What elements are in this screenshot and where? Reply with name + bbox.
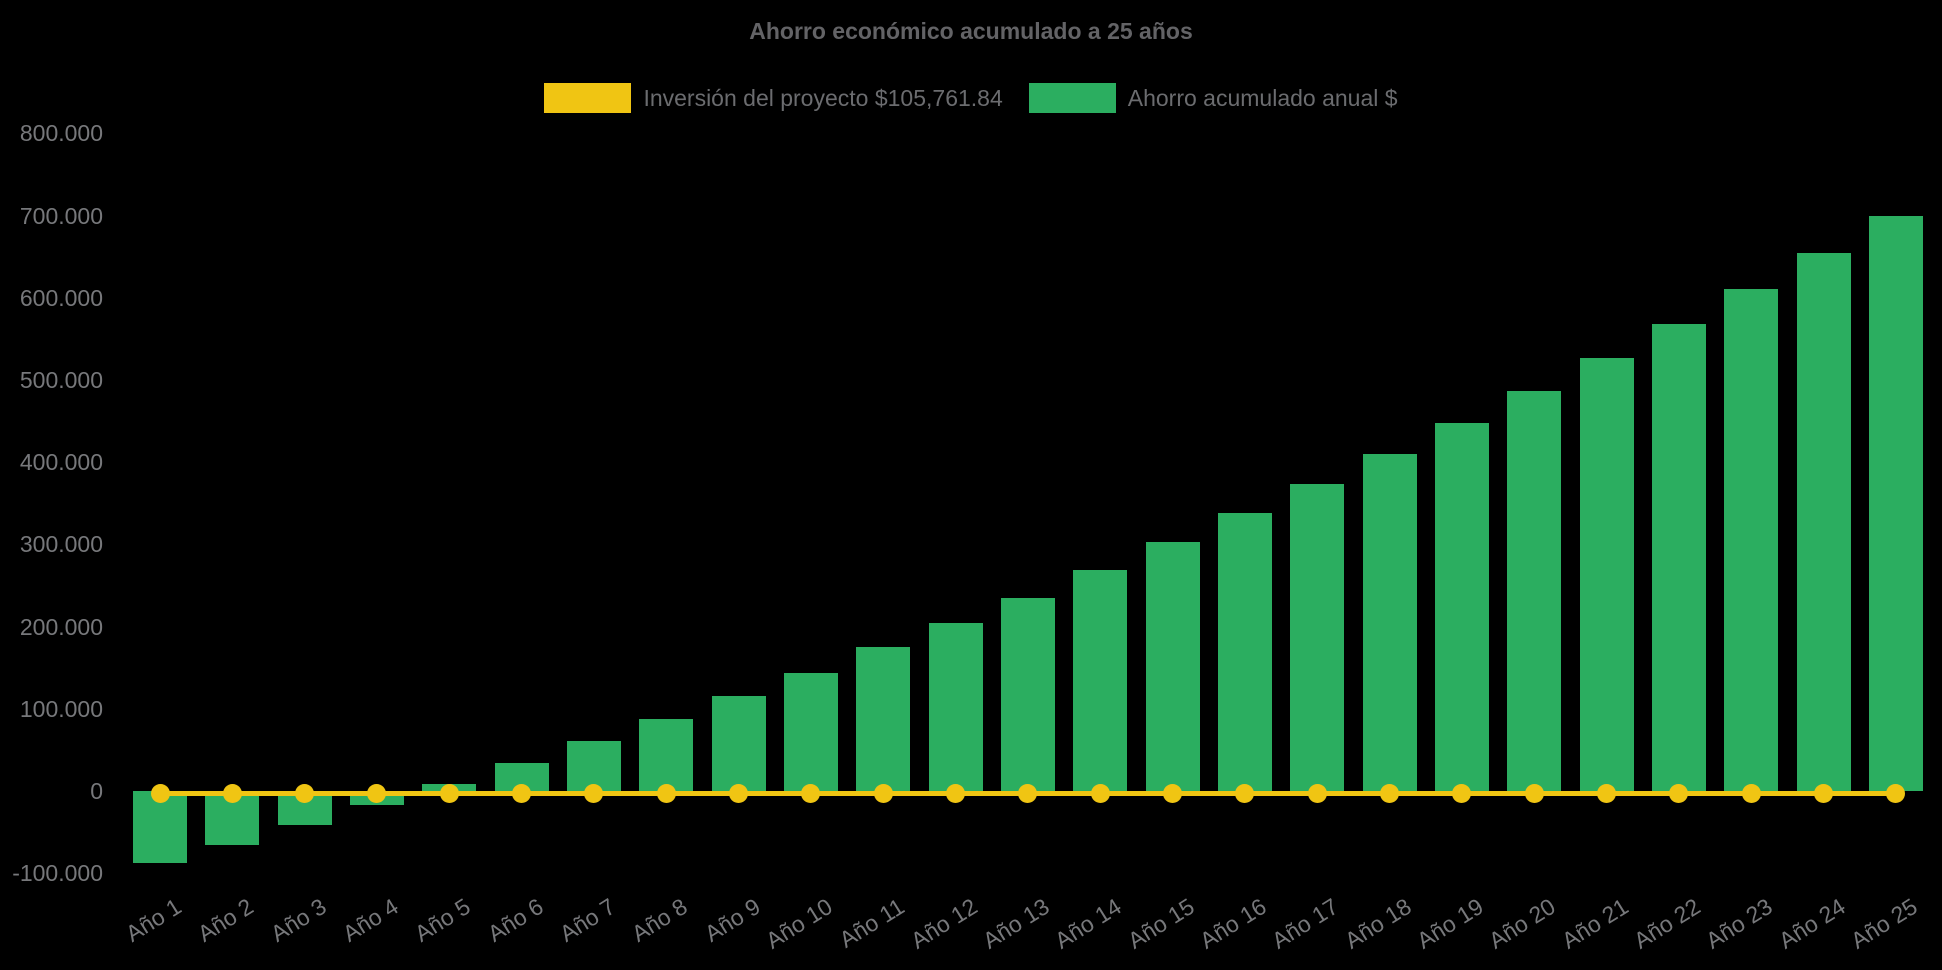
investment-point-año-19[interactable]	[1452, 783, 1472, 803]
legend-item-investment[interactable]: Inversión del proyecto $105,761.84	[544, 83, 1003, 113]
y-axis-tick-label: 600.000	[19, 284, 103, 311]
legend-item-savings[interactable]: Ahorro acumulado anual $	[1028, 83, 1398, 113]
investment-point-año-15[interactable]	[1163, 783, 1183, 803]
y-axis-tick-label: 0	[90, 778, 103, 804]
bar-año-13[interactable]	[1000, 597, 1055, 791]
bar-año-11[interactable]	[856, 647, 911, 791]
bar-año-25[interactable]	[1868, 215, 1923, 791]
bar-año-21[interactable]	[1579, 357, 1634, 791]
y-axis-tick-label: 700.000	[19, 202, 103, 229]
investment-point-año-11[interactable]	[873, 783, 893, 803]
investment-point-año-3[interactable]	[295, 783, 315, 803]
bar-año-18[interactable]	[1362, 453, 1417, 791]
bar-año-9[interactable]	[711, 696, 766, 791]
bar-año-20[interactable]	[1507, 390, 1562, 791]
investment-point-año-9[interactable]	[729, 783, 749, 803]
investment-point-año-13[interactable]	[1018, 783, 1038, 803]
investment-point-año-22[interactable]	[1669, 783, 1689, 803]
bar-año-14[interactable]	[1073, 569, 1128, 791]
bar-año-17[interactable]	[1290, 484, 1345, 791]
bar-año-19[interactable]	[1434, 422, 1489, 791]
y-axis-tick-label: 500.000	[19, 367, 103, 393]
bar-año-7[interactable]	[566, 740, 621, 791]
bar-año-16[interactable]	[1217, 513, 1272, 791]
bar-año-23[interactable]	[1724, 288, 1779, 791]
investment-point-año-18[interactable]	[1380, 783, 1400, 803]
investment-swatch-icon	[544, 83, 632, 113]
investment-point-año-8[interactable]	[656, 783, 676, 803]
investment-point-año-5[interactable]	[439, 783, 459, 803]
investment-point-año-24[interactable]	[1814, 783, 1834, 803]
bar-año-22[interactable]	[1651, 324, 1706, 791]
investment-point-año-25[interactable]	[1886, 783, 1906, 803]
investment-point-año-7[interactable]	[584, 783, 604, 803]
y-axis-tick-label: 400.000	[19, 449, 103, 476]
y-axis-tick-label: -100.000	[12, 860, 103, 887]
investment-point-año-17[interactable]	[1307, 783, 1327, 803]
investment-point-año-12[interactable]	[946, 783, 966, 803]
investment-point-año-6[interactable]	[512, 783, 532, 803]
bar-año-1[interactable]	[133, 791, 187, 864]
legend-label-savings: Ahorro acumulado anual $	[1127, 84, 1398, 111]
bar-año-8[interactable]	[639, 718, 694, 791]
investment-point-año-2[interactable]	[222, 783, 242, 803]
x-axis-tick-text: Año 1	[121, 893, 186, 947]
investment-point-año-1[interactable]	[150, 783, 170, 803]
y-axis-tick-label: 100.000	[19, 695, 103, 722]
x-axis-tick-label: Año 25	[1846, 854, 1942, 954]
bar-año-15[interactable]	[1145, 541, 1200, 791]
chart-title: Ahorro económico acumulado a 25 años	[749, 18, 1193, 44]
savings-swatch-icon	[1028, 83, 1116, 113]
bar-año-24[interactable]	[1796, 253, 1851, 791]
investment-point-año-4[interactable]	[367, 783, 387, 803]
investment-point-año-16[interactable]	[1235, 783, 1255, 803]
chart-legend: Inversión del proyecto $105,761.84 Ahorr…	[0, 83, 1942, 113]
investment-point-año-21[interactable]	[1597, 783, 1617, 803]
investment-point-año-23[interactable]	[1741, 783, 1761, 803]
investment-point-año-20[interactable]	[1524, 783, 1544, 803]
y-axis-tick-label: 200.000	[19, 613, 103, 640]
legend-label-investment: Inversión del proyecto $105,761.84	[643, 84, 1003, 111]
bar-año-12[interactable]	[928, 623, 983, 791]
investment-point-año-10[interactable]	[801, 783, 821, 803]
investment-point-año-14[interactable]	[1090, 783, 1110, 803]
bar-año-10[interactable]	[783, 672, 838, 791]
y-axis-tick-label: 800.000	[19, 120, 103, 147]
y-axis-tick-label: 300.000	[19, 531, 103, 558]
